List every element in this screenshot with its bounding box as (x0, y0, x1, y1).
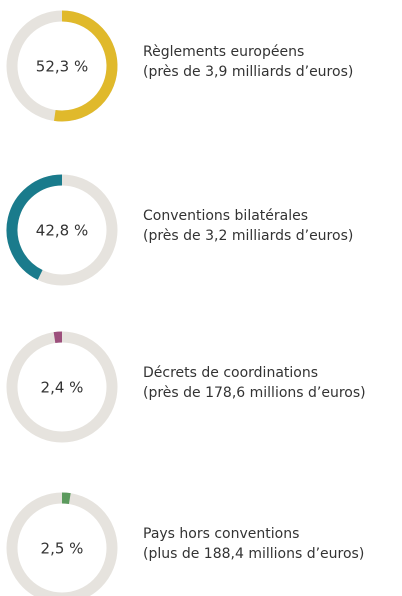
donut-segment (54, 10, 118, 122)
value-label: 2,4 % (41, 379, 84, 397)
category-subtitle: (près de 178,6 millions d’euros) (143, 385, 366, 401)
value-label: 42,8 % (36, 222, 88, 240)
value-label: 2,5 % (41, 540, 84, 558)
category-title: Conventions bilatérales (143, 208, 308, 224)
value-label: 52,3 % (36, 58, 88, 76)
category-title: Pays hors conventions (143, 526, 299, 542)
donut-segment (6, 174, 63, 280)
category-subtitle: (plus de 188,4 millions d’euros) (143, 546, 364, 562)
category-subtitle: (près de 3,9 milliards d’euros) (143, 64, 353, 80)
category-title: Règlements européens (143, 44, 304, 60)
donut-segment (53, 331, 63, 344)
donut-segment (61, 492, 71, 505)
category-title: Décrets de coordinations (143, 365, 318, 381)
category-subtitle: (près de 3,2 milliards d’euros) (143, 228, 353, 244)
